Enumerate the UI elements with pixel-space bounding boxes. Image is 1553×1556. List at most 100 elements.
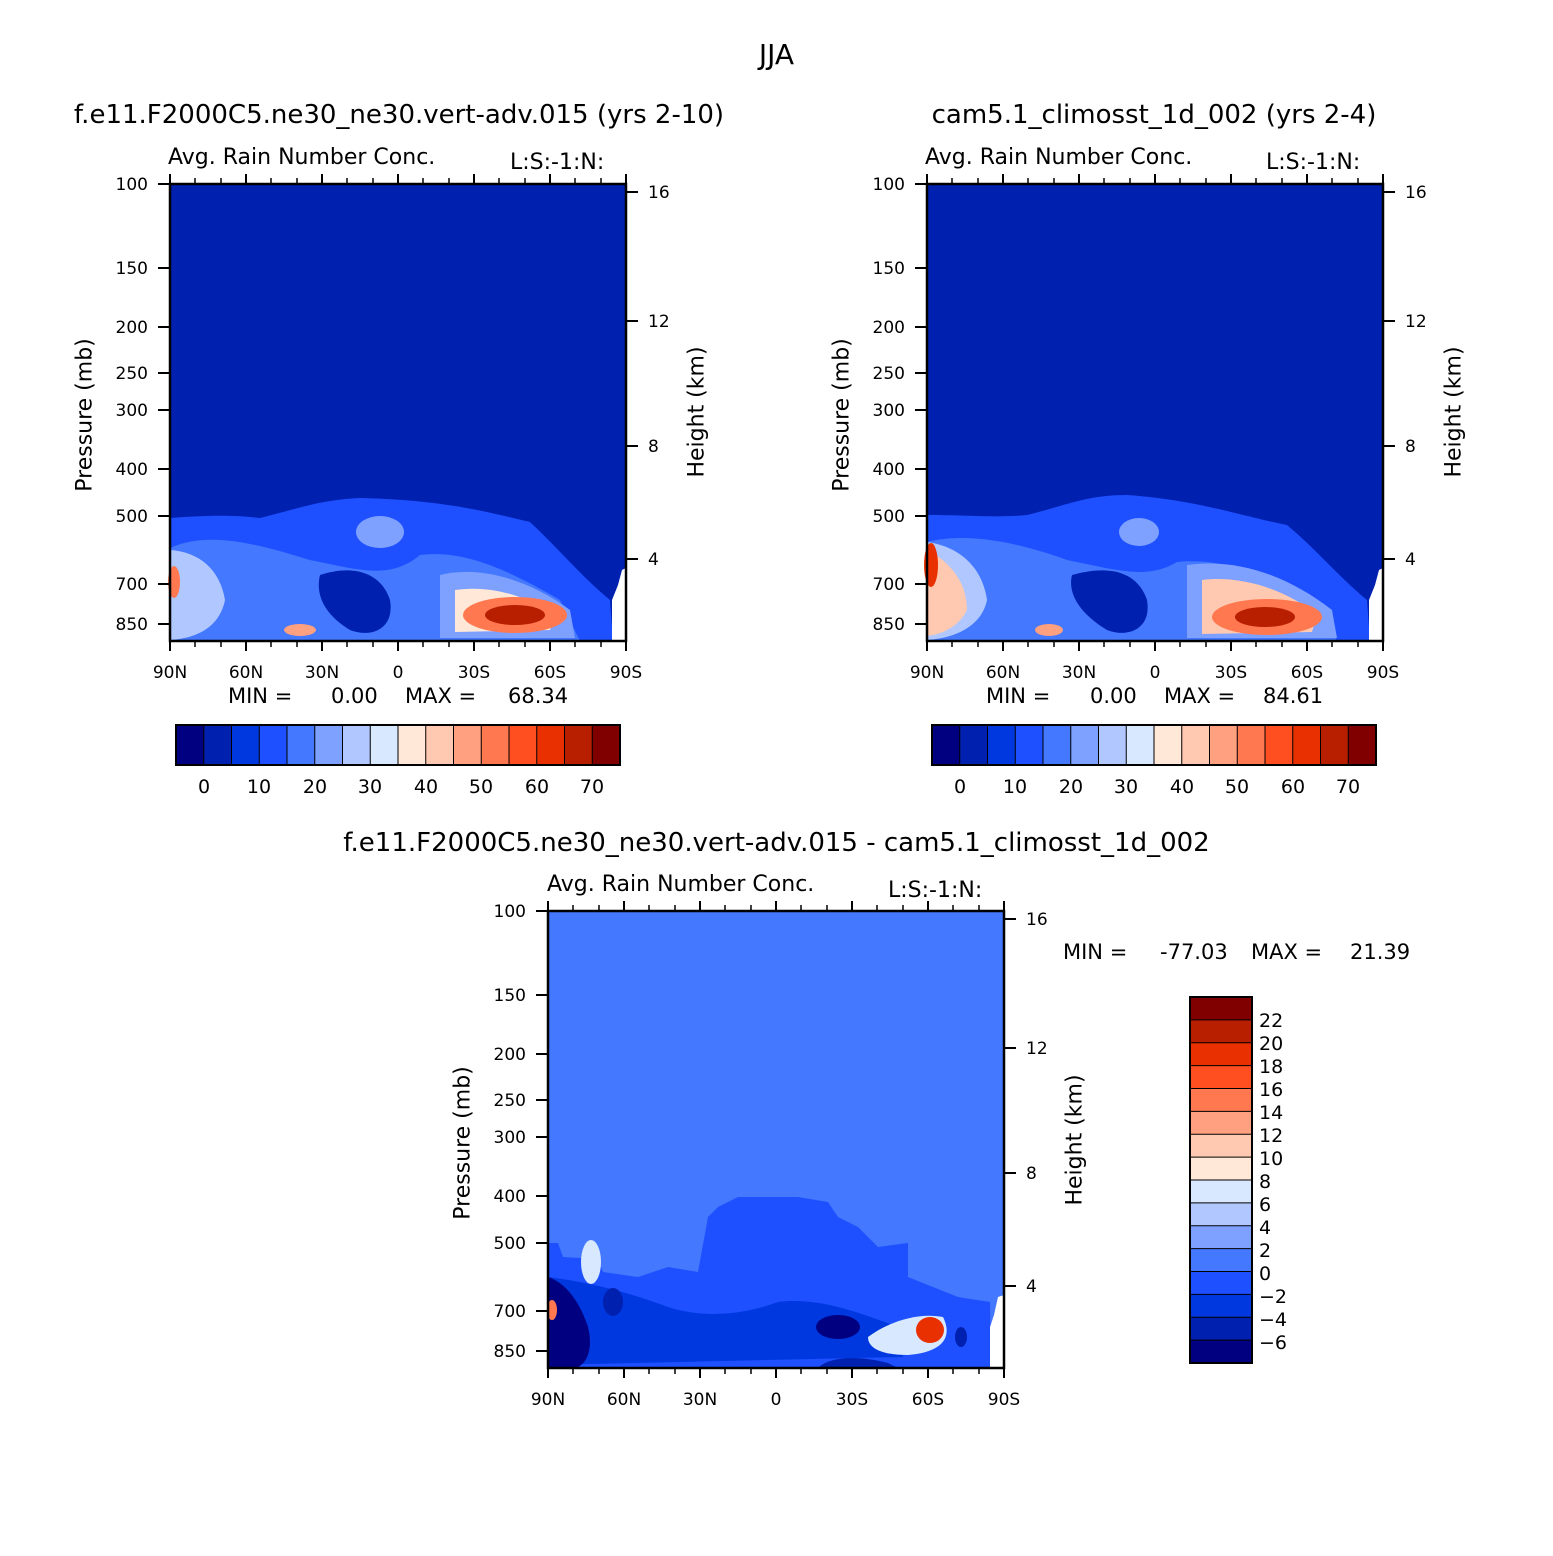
panel-3-case-title: f.e11.F2000C5.ne30_ne30.vert-adv.015 - c… — [343, 828, 1210, 858]
panel-2-field — [924, 184, 1383, 641]
panel-3-ytick: 850 — [494, 1342, 526, 1362]
panel-1-ytick: 400 — [116, 460, 148, 480]
panel-3-y-tick-labels: 100 150 200 250 300 400 500 700 850 — [494, 902, 526, 1362]
panel-2-nh-midlat-blob — [1035, 624, 1063, 636]
panel-3-cbtick: 14 — [1259, 1102, 1283, 1124]
colorbar-swatch — [1189, 1225, 1253, 1250]
colorbar-swatch — [258, 724, 288, 766]
panel-1-cbtick: 0 — [198, 776, 210, 798]
panel-2-terrain-mask — [1369, 568, 1383, 641]
panel-2-max-label: MAX = — [1164, 684, 1236, 708]
panel-3-colorbar-ticks: 22 20 18 16 14 12 10 8 6 4 2 0 −2 −4 −6 — [1259, 1010, 1287, 1354]
panel-1-x-tick-labels: 90N 60N 30N 0 30S 60S 90S — [153, 663, 642, 683]
colorbar-swatch — [1189, 1042, 1253, 1067]
panel-3-xtick: 60N — [607, 1390, 641, 1410]
panel-1-y2tick: 4 — [648, 550, 659, 570]
panel-1-ytick: 500 — [116, 507, 148, 527]
panel-3-ytick: 250 — [494, 1091, 526, 1111]
panel-3-cbtick: 4 — [1259, 1217, 1271, 1239]
panel-1-colorbar: 0 10 20 30 40 50 60 70 — [175, 724, 621, 798]
panel-1-max-label: MAX = — [405, 684, 477, 708]
panel-3-cbtick: 20 — [1259, 1033, 1283, 1055]
panel-3-min-label: MIN = — [1063, 940, 1128, 964]
panel-2-cbtick: 70 — [1336, 776, 1360, 798]
panel-2-ytick: 500 — [873, 507, 905, 527]
panel-2-cbtick: 50 — [1225, 776, 1249, 798]
colorbar-swatch — [342, 724, 372, 766]
panel-1-colorbar-ticks: 0 10 20 30 40 50 60 70 — [198, 776, 604, 798]
colorbar-swatch — [931, 724, 961, 766]
colorbar-swatch — [1209, 724, 1239, 766]
panel-2-cbtick: 30 — [1114, 776, 1138, 798]
colorbar-swatch — [1189, 1202, 1253, 1227]
panel-3-x-tick-labels: 90N 60N 30N 0 30S 60S 90S — [531, 1390, 1020, 1410]
panel-2-xtick: 90S — [1367, 663, 1399, 683]
colorbar-swatch — [536, 724, 566, 766]
colorbar-swatch — [1189, 1316, 1253, 1342]
panel-3-plot: 100 150 200 250 300 400 500 700 850 16 1… — [494, 901, 1048, 1410]
panel-3-arctic-positive — [547, 1300, 557, 1320]
colorbar-swatch — [1189, 1110, 1253, 1136]
panel-3-max-label: MAX = — [1251, 940, 1323, 964]
panel-2-ytick: 250 — [873, 364, 905, 384]
panel-2-ytick: 300 — [873, 401, 905, 421]
panel-2-cbtick: 40 — [1170, 776, 1194, 798]
panel-3-colorbar: 22 20 18 16 14 12 10 8 6 4 2 0 −2 −4 −6 — [1189, 996, 1287, 1364]
panel-3-xtick: 0 — [771, 1390, 782, 1410]
panel-2-code: L:S:-1:N: — [1266, 150, 1361, 175]
colorbar-swatch — [1098, 724, 1128, 766]
panel-2-minor-ticks — [951, 178, 1359, 647]
panel-3-ytick: 400 — [494, 1187, 526, 1207]
panel-1-cbtick: 60 — [525, 776, 549, 798]
panel-3-cbtick: 12 — [1259, 1125, 1283, 1147]
panel-1-colorbar-frame — [175, 724, 621, 766]
panel-2-y2tick: 8 — [1405, 437, 1416, 457]
panel-3-minor-ticks — [572, 905, 980, 1374]
panel-3-cbtick: 22 — [1259, 1010, 1283, 1032]
panel-2-xtick: 30S — [1215, 663, 1247, 683]
panel-2-xtick: 60S — [1291, 663, 1323, 683]
colorbar-swatch — [1070, 724, 1100, 766]
colorbar-swatch — [231, 724, 261, 766]
panel-1-code: L:S:-1:N: — [510, 150, 605, 175]
panel-1-arctic-lowlevel — [170, 550, 225, 640]
panel-3-cbtick: 18 — [1259, 1056, 1283, 1078]
panel-3-y2tick: 8 — [1026, 1164, 1037, 1184]
panel-2-y2tick: 12 — [1405, 312, 1427, 332]
panel-1-ytick: 200 — [116, 318, 148, 338]
panel-1-xtick: 60S — [534, 663, 566, 683]
panel-3-axis-ticks — [536, 901, 1016, 1378]
panel-3-xtick: 30N — [683, 1390, 717, 1410]
panel-3-xtick: 60S — [912, 1390, 944, 1410]
panel-1-minor-ticks — [194, 178, 602, 647]
panel-2-ylabel: Pressure (mb) — [829, 338, 855, 492]
colorbar-swatch — [286, 724, 316, 766]
panel-2-ytick: 700 — [873, 575, 905, 595]
panel-1-min-value: 0.00 — [331, 684, 378, 708]
panel-2-xtick: 60N — [986, 663, 1020, 683]
panel-2-ytick: 100 — [873, 175, 905, 195]
panel-2-y2tick: 4 — [1405, 550, 1416, 570]
panel-3-cbtick: 0 — [1259, 1263, 1271, 1285]
panel-3-ytick: 150 — [494, 986, 526, 1006]
page-title: JJA — [758, 38, 795, 71]
panel-1-ytick: 100 — [116, 175, 148, 195]
panel-2-xtick: 30N — [1062, 663, 1096, 683]
colorbar-swatch — [1189, 1179, 1253, 1204]
panel-1-variable: Avg. Rain Number Conc. — [168, 145, 436, 170]
panel-1-plot: 100 150 200 250 300 400 500 700 850 16 1… — [116, 174, 670, 683]
colorbar-swatch — [1189, 1133, 1253, 1159]
panel-2-y2label: Height (km) — [1441, 346, 1467, 478]
panel-1-colorbar-swatches — [175, 724, 621, 766]
panel-3-cbtick: 6 — [1259, 1194, 1271, 1216]
panel-1-xtick: 90S — [610, 663, 642, 683]
panel-2-min-value: 0.00 — [1090, 684, 1137, 708]
colorbar-swatch — [369, 724, 399, 766]
panel-2-cbtick: 60 — [1281, 776, 1305, 798]
colorbar-swatch — [1189, 1088, 1253, 1113]
panel-3-y2tick: 4 — [1026, 1277, 1037, 1297]
panel-1-y2tick: 16 — [648, 183, 670, 203]
panel-3-xtick: 90N — [531, 1390, 565, 1410]
panel-1-terrain-mask — [612, 568, 626, 641]
colorbar-swatch — [1292, 724, 1322, 766]
